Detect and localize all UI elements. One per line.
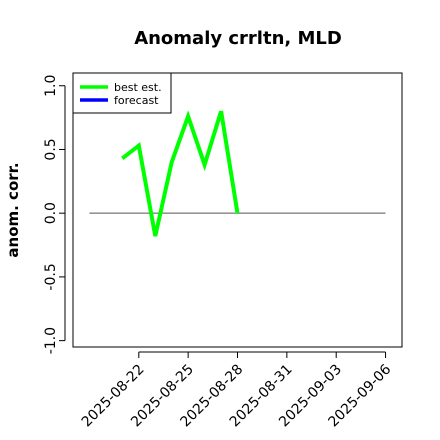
x-axis: 2025-08-222025-08-252025-08-282025-08-31…	[79, 351, 394, 430]
y-tick-label: 0.5	[43, 138, 59, 160]
y-tick-label: -0.5	[43, 263, 59, 290]
y-axis: -1.0 -0.5 0.0 0.5 1.0	[43, 75, 66, 354]
y-axis-label: anom. corr.	[4, 162, 22, 257]
legend-label-forecast: forecast	[114, 94, 159, 107]
y-tick-label: -1.0	[43, 327, 59, 354]
legend-box	[72, 72, 172, 114]
y-tick-label: 0.0	[43, 202, 59, 224]
legend: best est. forecast	[72, 72, 172, 114]
legend-label-best-est: best est.	[114, 81, 162, 94]
chart-title: Anomaly crrltn, MLD	[134, 28, 342, 49]
plot-area	[72, 72, 403, 348]
series-layer	[121, 110, 240, 237]
y-tick-label: 1.0	[43, 75, 59, 97]
series-line-best-est-	[121, 110, 240, 237]
